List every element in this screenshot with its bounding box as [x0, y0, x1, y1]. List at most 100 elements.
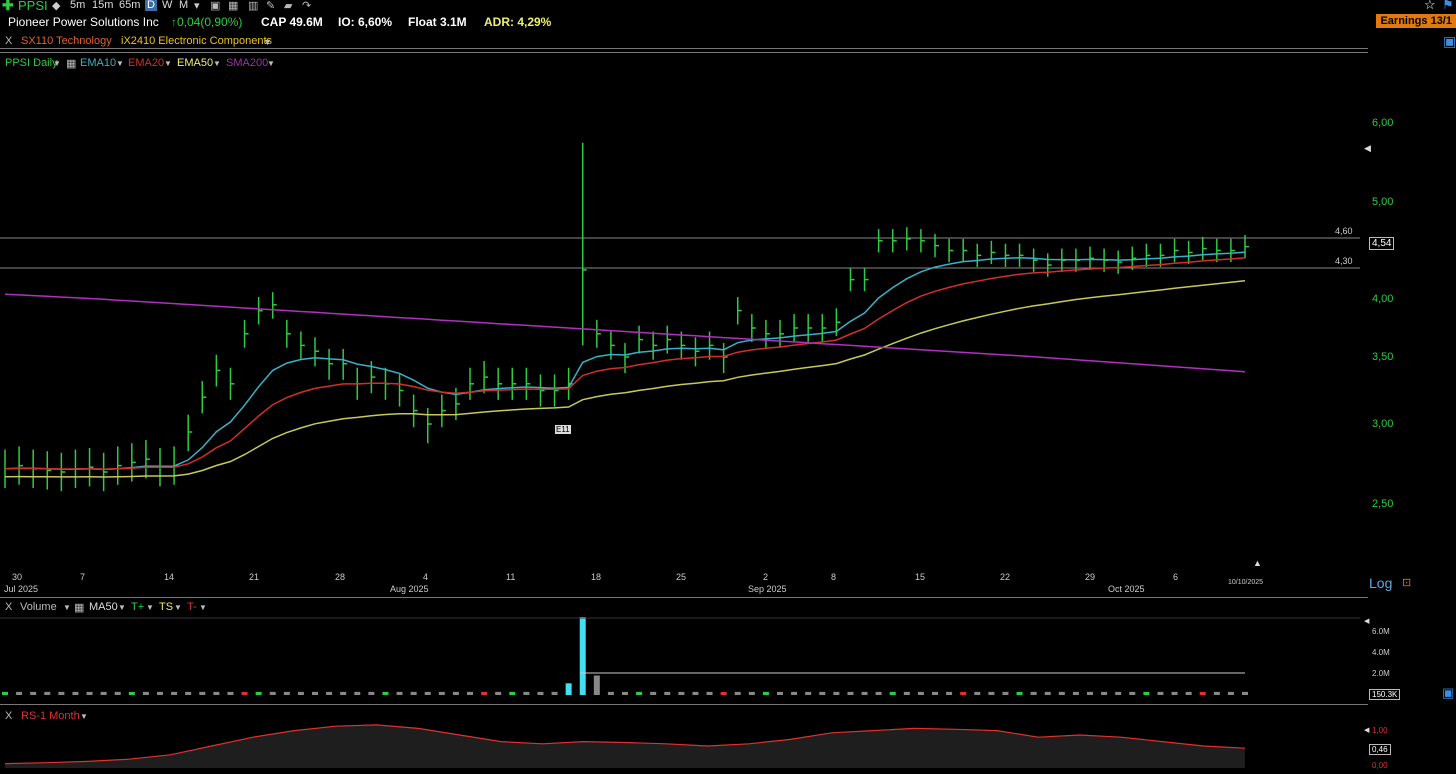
volume-tplus-dropdown-icon[interactable]: ▼	[146, 603, 154, 612]
legend-ema10-dropdown-icon[interactable]: ▼	[116, 59, 124, 68]
rs-label[interactable]: RS-1 Month	[21, 710, 80, 722]
legend-ema50[interactable]: EMA50	[177, 57, 214, 69]
volume-grid-icon[interactable]: ▦	[74, 602, 85, 614]
volume-bar-81	[1143, 691, 1150, 695]
scroll-up-icon[interactable]: ◀	[1364, 143, 1371, 153]
volume-bar-47	[664, 691, 671, 695]
volume-bar-26	[368, 691, 375, 695]
volume-tplus[interactable]: T+	[131, 601, 145, 613]
last-date-label: 10/10/2025	[1228, 579, 1264, 586]
timeframe-dropdown-icon[interactable]: ▾	[194, 0, 200, 12]
volume-bar-28	[396, 691, 403, 695]
legend-ema50-dropdown-icon[interactable]: ▼	[213, 59, 221, 68]
date-day-14: 14	[164, 572, 175, 582]
date-day-21: 21	[249, 572, 260, 582]
volume-bar-12	[171, 691, 178, 695]
industry-dropdown-icon[interactable]: ▼	[263, 37, 272, 47]
volume-bar-0	[2, 691, 8, 695]
price-change: ↑0,04(0,90%)	[171, 15, 243, 29]
price-axis-5: 5,00	[1372, 196, 1394, 208]
volume-bar-42	[593, 675, 600, 695]
pencil-icon[interactable]: ✎	[266, 0, 276, 12]
ticker-symbol[interactable]: PPSI	[18, 0, 48, 13]
sector-close-button[interactable]: X	[5, 35, 13, 47]
float-shares: Float 3.1M	[408, 15, 467, 29]
star-icon[interactable]: ☆	[1424, 0, 1436, 12]
volume-dropdown-icon[interactable]: ▼	[63, 603, 71, 612]
volume-scroll-icon[interactable]: ◀	[1364, 618, 1370, 625]
institutional-ownership: IO: 6,60%	[338, 15, 393, 29]
level-high-label: 4,60	[1335, 226, 1353, 236]
legend-sma200[interactable]: SMA200	[226, 57, 269, 69]
date-day-22: 22	[1000, 572, 1011, 582]
scroll-right-icon[interactable]: ▲	[1253, 558, 1262, 568]
volume-bar-65	[917, 691, 924, 695]
date-day-11: 11	[506, 572, 516, 582]
rs-scroll-icon[interactable]: ◀	[1364, 727, 1370, 734]
price-axis-6: 6,00	[1372, 117, 1394, 129]
legend-ema10[interactable]: EMA10	[80, 57, 117, 69]
volume-bar-40	[565, 683, 572, 695]
share-icon[interactable]: ↷	[302, 0, 312, 12]
volume-bar-55	[777, 691, 783, 695]
divider-line-2	[0, 52, 1368, 53]
volume-panel-toggle-icon[interactable]: ▣	[1442, 685, 1455, 700]
sector-row: X SX110 Technology iX2410 Electronic Com…	[0, 33, 1456, 49]
chart-settings-icon[interactable]: ▣	[210, 0, 221, 12]
log-scale-toggle[interactable]: Log	[1369, 575, 1393, 591]
volume-bar-56	[791, 691, 798, 695]
earnings-badge[interactable]: Earnings 13/1	[1376, 14, 1456, 28]
volume-bar-79	[1115, 691, 1122, 695]
date-month-sep: Sep 2025	[748, 584, 787, 594]
rs-line	[4, 724, 1246, 765]
rs-dropdown-icon[interactable]: ▼	[80, 712, 88, 721]
volume-bar-73	[1030, 691, 1037, 695]
legend-symbol[interactable]: PPSI Daily	[5, 57, 58, 69]
panel-toggle-icon[interactable]: ▣	[1443, 33, 1456, 49]
legend-ema20[interactable]: EMA20	[128, 57, 165, 69]
earnings-marker[interactable]: E11	[555, 425, 571, 434]
grid-icon[interactable]: ▥	[248, 0, 259, 12]
volume-bar-7	[100, 691, 107, 695]
volume-ts-dropdown-icon[interactable]: ▼	[174, 603, 182, 612]
draw-tool-icon[interactable]: ◆	[52, 0, 61, 12]
volume-bar-60	[847, 691, 854, 695]
timeframe-5m[interactable]: 5m	[70, 0, 86, 11]
volume-bar-5	[72, 691, 79, 695]
rs-close-button[interactable]: X	[5, 710, 13, 722]
flag-icon[interactable]: ⚑	[1442, 0, 1454, 12]
volume-bar-54	[762, 691, 769, 695]
company-name: Pioneer Power Solutions Inc	[8, 15, 159, 29]
timeframe-weekly[interactable]: W	[162, 0, 173, 11]
legend-sma200-dropdown-icon[interactable]: ▼	[267, 59, 275, 68]
legend-ema20-dropdown-icon[interactable]: ▼	[164, 59, 172, 68]
volume-ts[interactable]: TS	[159, 601, 174, 613]
sector-label[interactable]: SX110 Technology	[21, 35, 112, 47]
volume-bar-66	[932, 691, 938, 695]
price-axis-3-5: 3,50	[1372, 351, 1394, 363]
timeframe-65m[interactable]: 65m	[119, 0, 141, 11]
top-toolbar: ✚ PPSI ◆ 5m 15m 65m D W M ▾ ▣ ▦ ▥ ✎ ▰ ↷ …	[0, 0, 1456, 13]
volume-tminus[interactable]: T-	[187, 601, 197, 613]
volume-bar-59	[833, 691, 840, 695]
layout-icon[interactable]: ▦	[228, 0, 239, 12]
volume-tminus-dropdown-icon[interactable]: ▼	[199, 603, 207, 612]
lock-icon[interactable]: ⊡	[1402, 577, 1412, 589]
volume-ma-dropdown-icon[interactable]: ▼	[118, 603, 126, 612]
timeframe-daily[interactable]: D	[145, 0, 157, 11]
volume-close-button[interactable]: X	[5, 601, 13, 613]
add-icon[interactable]: ✚	[2, 0, 14, 13]
volume-ma50[interactable]: MA50	[89, 601, 118, 613]
volume-bar-36	[509, 691, 516, 695]
volume-label[interactable]: Volume	[20, 601, 57, 613]
industry-label[interactable]: iX2410 Electronic Components	[121, 35, 273, 47]
timeframe-15m[interactable]: 15m	[92, 0, 114, 11]
legend-grid-icon[interactable]: ▦	[66, 58, 77, 70]
volume-bar-31	[438, 691, 445, 695]
volume-bar-86	[1213, 691, 1220, 695]
timeframe-monthly[interactable]: M	[179, 0, 189, 11]
legend-symbol-dropdown-icon[interactable]: ▼	[53, 59, 61, 68]
rs-divider	[0, 704, 1368, 705]
comment-icon[interactable]: ▰	[284, 0, 293, 12]
